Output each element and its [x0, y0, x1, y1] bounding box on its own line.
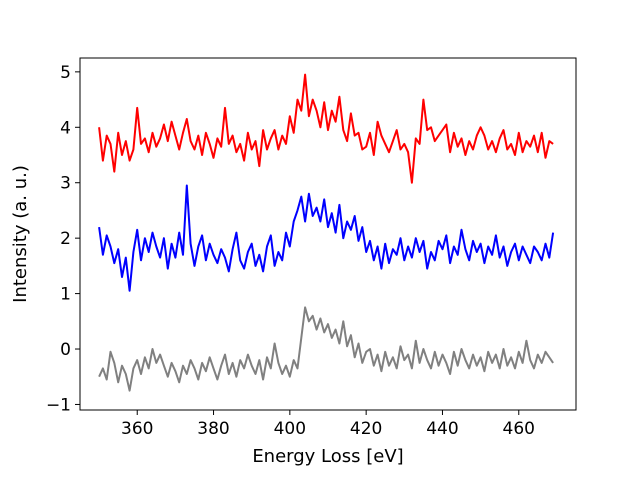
x-axis: 360 380 400 420 440 460 — [121, 410, 535, 439]
x-tick-label: 400 — [274, 419, 306, 439]
y-tick-label: 4 — [60, 118, 71, 138]
x-tick-label: 420 — [350, 419, 382, 439]
x-tick-label: 460 — [503, 419, 535, 439]
y-tick-label: 2 — [60, 229, 71, 249]
series-line-0 — [98, 73, 554, 184]
plot-area — [98, 73, 555, 392]
y-tick-label: 0 — [60, 340, 71, 360]
y-tick-label: −1 — [46, 395, 71, 415]
y-tick-label: 3 — [60, 174, 71, 194]
y-tick-label: 5 — [60, 63, 71, 83]
series-line-2 — [98, 306, 554, 392]
plot-frame — [79, 57, 577, 411]
y-axis-label: Intensity (a. u.) — [10, 165, 31, 303]
x-tick-label: 440 — [426, 419, 458, 439]
y-tick-label: 1 — [60, 285, 71, 305]
series-line-1 — [98, 184, 555, 292]
x-tick-label: 360 — [121, 419, 153, 439]
x-axis-label: Energy Loss [eV] — [252, 446, 403, 467]
y-axis: −1 0 1 2 3 4 5 — [46, 63, 80, 415]
x-tick-label: 380 — [197, 419, 229, 439]
